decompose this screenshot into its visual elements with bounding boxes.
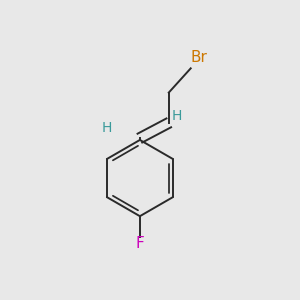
Text: H: H bbox=[172, 109, 182, 123]
Text: F: F bbox=[136, 236, 144, 251]
Text: Br: Br bbox=[190, 50, 207, 65]
Text: H: H bbox=[102, 122, 112, 135]
